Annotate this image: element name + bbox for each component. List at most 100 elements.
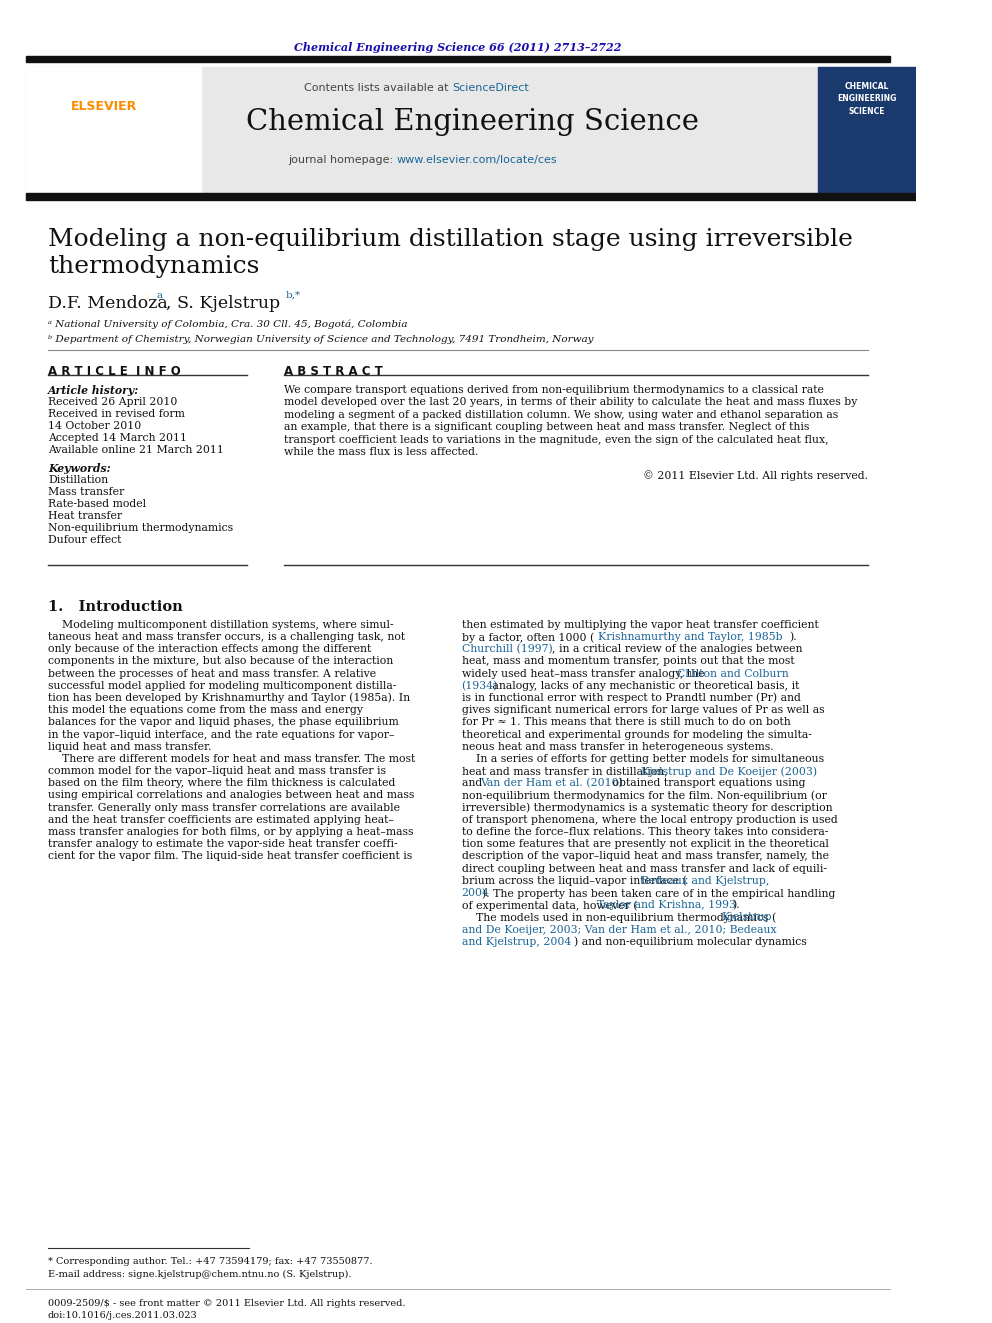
Text: 0009-2509/$ - see front matter © 2011 Elsevier Ltd. All rights reserved.: 0009-2509/$ - see front matter © 2011 El…	[48, 1299, 406, 1308]
Text: Modeling a non-equilibrium distillation stage using irreversible: Modeling a non-equilibrium distillation …	[48, 228, 853, 251]
Text: Chilton and Colburn: Chilton and Colburn	[678, 668, 790, 679]
Text: of experimental data, however (: of experimental data, however (	[461, 900, 637, 910]
Text: is in functional error with respect to Prandtl number (Pr) and: is in functional error with respect to P…	[461, 693, 801, 704]
Text: an example, that there is a significant coupling between heat and mass transfer.: an example, that there is a significant …	[285, 422, 809, 433]
Text: components in the mixture, but also because of the interaction: components in the mixture, but also beca…	[48, 656, 393, 667]
Text: using empirical correlations and analogies between heat and mass: using empirical correlations and analogi…	[48, 790, 415, 800]
Text: Van der Ham et al. (2010): Van der Ham et al. (2010)	[480, 778, 623, 789]
Text: Available online 21 March 2011: Available online 21 March 2011	[48, 445, 224, 455]
Text: Rate-based model: Rate-based model	[48, 499, 146, 509]
Text: modeling a segment of a packed distillation column. We show, using water and eth: modeling a segment of a packed distillat…	[285, 410, 838, 419]
Text: Distillation: Distillation	[48, 475, 108, 484]
Text: this model the equations come from the mass and energy: this model the equations come from the m…	[48, 705, 363, 716]
Text: Taylor and Krishna, 1993: Taylor and Krishna, 1993	[597, 900, 736, 910]
Text: theoretical and experimental grounds for modeling the simulta-: theoretical and experimental grounds for…	[461, 729, 811, 740]
Text: neous heat and mass transfer in heterogeneous systems.: neous heat and mass transfer in heteroge…	[461, 742, 773, 751]
Text: There are different models for heat and mass transfer. The most: There are different models for heat and …	[48, 754, 416, 763]
Text: ).: ).	[790, 632, 797, 642]
Text: Dufour effect: Dufour effect	[48, 534, 121, 545]
Bar	[26, 67, 817, 194]
Text: www.elsevier.com/locate/ces: www.elsevier.com/locate/ces	[397, 155, 558, 165]
Text: Received 26 April 2010: Received 26 April 2010	[48, 397, 178, 407]
Text: taneous heat and mass transfer occurs, is a challenging task, not: taneous heat and mass transfer occurs, i…	[48, 632, 405, 642]
Text: The models used in non-equilibrium thermodynamics (: The models used in non-equilibrium therm…	[461, 913, 776, 923]
Bar	[817, 67, 916, 194]
Text: thermodynamics: thermodynamics	[48, 255, 259, 278]
Text: and De Koeijer, 2003; Van der Ham et al., 2010; Bedeaux: and De Koeijer, 2003; Van der Ham et al.…	[461, 925, 776, 934]
Text: transfer analogy to estimate the vapor-side heat transfer coeffi-: transfer analogy to estimate the vapor-s…	[48, 839, 398, 849]
Text: widely used heat–mass transfer analogy, the: widely used heat–mass transfer analogy, …	[461, 668, 707, 679]
Text: ). The property has been taken care of in the empirical handling: ). The property has been taken care of i…	[482, 888, 835, 898]
Text: Churchill (1997): Churchill (1997)	[461, 644, 553, 655]
Text: ELSEVIER: ELSEVIER	[71, 101, 138, 112]
Text: A B S T R A C T: A B S T R A C T	[285, 365, 383, 378]
Text: (1934): (1934)	[461, 681, 498, 691]
Text: doi:10.1016/j.ces.2011.03.023: doi:10.1016/j.ces.2011.03.023	[48, 1311, 197, 1320]
Text: a: a	[157, 291, 163, 300]
Text: Received in revised form: Received in revised form	[48, 409, 185, 419]
Text: journal homepage:: journal homepage:	[289, 155, 397, 165]
Text: balances for the vapor and liquid phases, the phase equilibrium: balances for the vapor and liquid phases…	[48, 717, 399, 728]
Text: We compare transport equations derived from non-equilibrium thermodynamics to a : We compare transport equations derived f…	[285, 385, 824, 394]
Text: obtained transport equations using: obtained transport equations using	[609, 778, 806, 789]
Text: ScienceDirect: ScienceDirect	[452, 83, 529, 93]
Text: analogy, lacks of any mechanistic or theoretical basis, it: analogy, lacks of any mechanistic or the…	[489, 681, 800, 691]
Text: while the mass flux is less affected.: while the mass flux is less affected.	[285, 447, 479, 458]
Text: Contents lists available at: Contents lists available at	[305, 83, 452, 93]
Text: heat, mass and momentum transfer, points out that the most: heat, mass and momentum transfer, points…	[461, 656, 795, 667]
Bar	[26, 193, 916, 200]
Text: D.F. Mendoza: D.F. Mendoza	[48, 295, 168, 312]
Text: non-equilibrium thermodynamics for the film. Non-equilibrium (or: non-equilibrium thermodynamics for the f…	[461, 790, 826, 800]
Text: Modeling multicomponent distillation systems, where simul-: Modeling multicomponent distillation sys…	[48, 619, 394, 630]
Text: Keywords:: Keywords:	[48, 463, 111, 474]
Text: only because of the interaction effects among the different: only because of the interaction effects …	[48, 644, 371, 654]
Text: and: and	[461, 778, 485, 789]
Text: cient for the vapor film. The liquid-side heat transfer coefficient is: cient for the vapor film. The liquid-sid…	[48, 852, 413, 861]
Text: © 2011 Elsevier Ltd. All rights reserved.: © 2011 Elsevier Ltd. All rights reserved…	[643, 470, 868, 480]
Text: of transport phenomena, where the local entropy production is used: of transport phenomena, where the local …	[461, 815, 837, 824]
Text: Accepted 14 March 2011: Accepted 14 March 2011	[48, 433, 187, 443]
Text: 14 October 2010: 14 October 2010	[48, 421, 141, 431]
Text: between the processes of heat and mass transfer. A relative: between the processes of heat and mass t…	[48, 668, 376, 679]
Text: * Corresponding author. Tel.: +47 73594179; fax: +47 73550877.: * Corresponding author. Tel.: +47 735941…	[48, 1257, 373, 1266]
Text: Non-equilibrium thermodynamics: Non-equilibrium thermodynamics	[48, 523, 233, 533]
Text: , S. Kjelstrup: , S. Kjelstrup	[166, 295, 281, 312]
Text: common model for the vapor–liquid heat and mass transfer is: common model for the vapor–liquid heat a…	[48, 766, 386, 777]
Text: b,*: b,*	[286, 291, 302, 300]
Text: Kjelstrup and De Koeijer (2003): Kjelstrup and De Koeijer (2003)	[641, 766, 816, 777]
Text: mass transfer analogies for both films, or by applying a heat–mass: mass transfer analogies for both films, …	[48, 827, 414, 837]
Text: direct coupling between heat and mass transfer and lack of equili-: direct coupling between heat and mass tr…	[461, 864, 826, 873]
Text: ᵇ Department of Chemistry, Norwegian University of Science and Technology, 7491 : ᵇ Department of Chemistry, Norwegian Uni…	[48, 335, 593, 344]
Text: for Pr ≈ 1. This means that there is still much to do on both: for Pr ≈ 1. This means that there is sti…	[461, 717, 791, 728]
Text: CHEMICAL
ENGINEERING
SCIENCE: CHEMICAL ENGINEERING SCIENCE	[837, 82, 897, 116]
Text: A R T I C L E  I N F O: A R T I C L E I N F O	[48, 365, 181, 378]
Text: transfer. Generally only mass transfer correlations are available: transfer. Generally only mass transfer c…	[48, 803, 400, 812]
Text: Kjelstrup: Kjelstrup	[722, 913, 773, 922]
Text: , in a critical review of the analogies between: , in a critical review of the analogies …	[552, 644, 803, 654]
Text: successful model applied for modeling multicomponent distilla-: successful model applied for modeling mu…	[48, 681, 397, 691]
Text: based on the film theory, where the film thickness is calculated: based on the film theory, where the film…	[48, 778, 396, 789]
Bar	[26, 56, 890, 62]
Text: then estimated by multiplying the vapor heat transfer coefficient: then estimated by multiplying the vapor …	[461, 619, 818, 630]
Text: in the vapor–liquid interface, and the rate equations for vapor–: in the vapor–liquid interface, and the r…	[48, 729, 395, 740]
Text: irreversible) thermodynamics is a systematic theory for description: irreversible) thermodynamics is a system…	[461, 803, 832, 814]
Text: model developed over the last 20 years, in terms of their ability to calculate t: model developed over the last 20 years, …	[285, 397, 858, 407]
Text: Article history:: Article history:	[48, 385, 139, 396]
Text: Chemical Engineering Science: Chemical Engineering Science	[246, 108, 699, 136]
Text: to define the force–flux relations. This theory takes into considera-: to define the force–flux relations. This…	[461, 827, 828, 837]
Text: ).: ).	[732, 900, 740, 910]
Text: description of the vapor–liquid heat and mass transfer, namely, the: description of the vapor–liquid heat and…	[461, 852, 828, 861]
Text: liquid heat and mass transfer.: liquid heat and mass transfer.	[48, 742, 211, 751]
Text: and Kjelstrup, 2004: and Kjelstrup, 2004	[461, 937, 570, 947]
Text: E-mail address: signe.kjelstrup@chem.ntnu.no (S. Kjelstrup).: E-mail address: signe.kjelstrup@chem.ntn…	[48, 1270, 351, 1278]
Text: In a series of efforts for getting better models for simultaneous: In a series of efforts for getting bette…	[461, 754, 823, 763]
Text: Mass transfer: Mass transfer	[48, 487, 124, 497]
Text: gives significant numerical errors for large values of Pr as well as: gives significant numerical errors for l…	[461, 705, 824, 716]
Text: ) and non-equilibrium molecular dynamics: ) and non-equilibrium molecular dynamics	[574, 937, 806, 947]
Text: heat and mass transfer in distillation,: heat and mass transfer in distillation,	[461, 766, 671, 777]
Text: brium across the liquid–vapor interface (: brium across the liquid–vapor interface …	[461, 876, 686, 886]
Text: and the heat transfer coefficients are estimated applying heat–: and the heat transfer coefficients are e…	[48, 815, 394, 824]
Text: ᵃ National University of Colombia, Cra. 30 Cll. 45, Bogotá, Colombia: ᵃ National University of Colombia, Cra. …	[48, 320, 408, 329]
Text: tion has been developed by Krishnamurthy and Taylor (1985a). In: tion has been developed by Krishnamurthy…	[48, 693, 410, 704]
Text: Chemical Engineering Science 66 (2011) 2713–2722: Chemical Engineering Science 66 (2011) 2…	[294, 42, 622, 53]
